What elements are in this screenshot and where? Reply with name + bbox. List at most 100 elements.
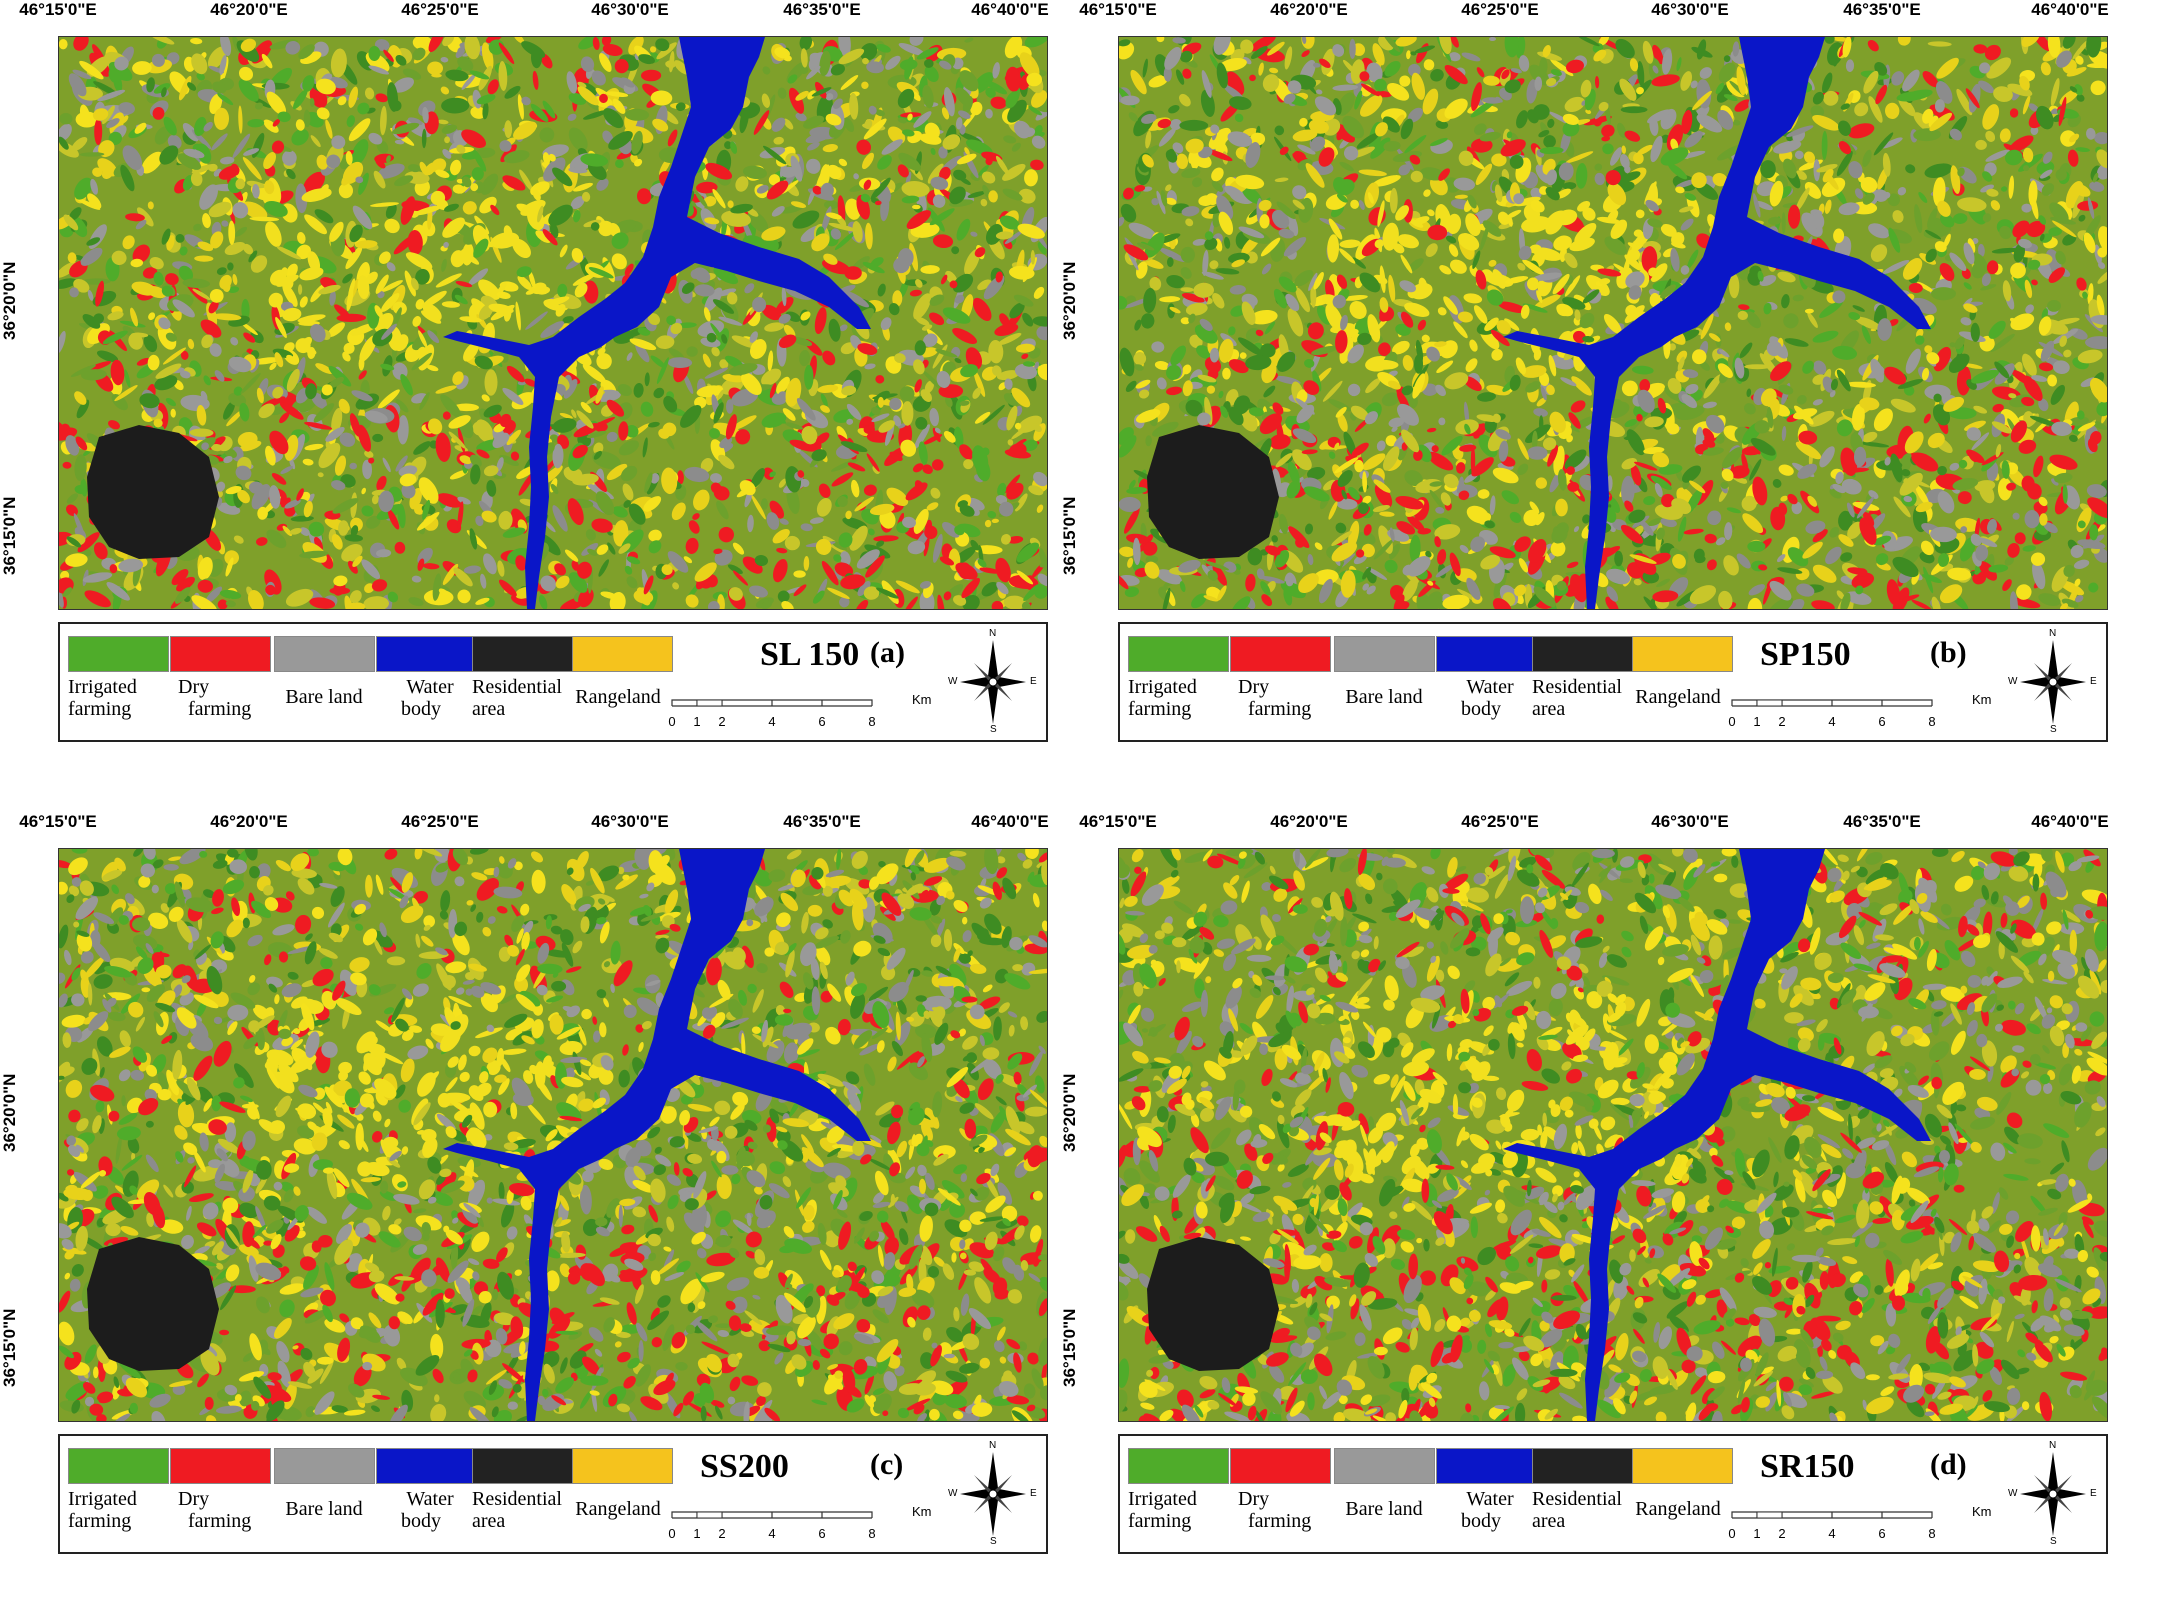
longitude-label: 46°15'0"E [19, 0, 97, 20]
land-cover-patch [1447, 243, 1460, 259]
land-cover-patch [298, 284, 302, 295]
land-cover-patch [625, 351, 633, 361]
land-use-map [1118, 36, 2108, 610]
land-cover-patch [1705, 558, 1719, 572]
land-cover-patch [411, 575, 421, 583]
panel-letter: (a) [870, 636, 905, 670]
land-cover-patch [666, 128, 680, 147]
land-cover-patch [1781, 311, 1801, 331]
land-cover-patch [874, 152, 894, 172]
land-cover-patch [1423, 58, 1435, 71]
land-cover-patch [1792, 294, 1804, 301]
land-cover-patch [1962, 281, 1973, 291]
land-cover-patch [761, 498, 768, 510]
land-cover-patch [901, 180, 930, 198]
land-cover-patch [613, 158, 625, 170]
land-cover-patch [349, 463, 357, 470]
land-cover-patch [984, 520, 991, 528]
land-cover-patch [1002, 134, 1017, 144]
land-cover-patch [636, 188, 651, 205]
land-cover-patch [822, 143, 838, 153]
land-cover-patch [398, 372, 416, 397]
land-cover-patch [59, 330, 68, 354]
land-cover-patch [1180, 287, 1194, 292]
land-cover-patch [357, 369, 368, 381]
land-cover-patch [633, 382, 645, 398]
land-cover-patch [480, 551, 499, 576]
land-cover-patch [1697, 65, 1714, 82]
land-cover-patch [324, 119, 334, 140]
land-cover-patch [120, 233, 137, 251]
land-cover-patch [1831, 344, 1857, 361]
land-cover-patch [192, 223, 203, 233]
land-cover-patch [2008, 310, 2037, 333]
land-cover-patch [1795, 393, 1809, 406]
longitude-label: 46°25'0"E [1461, 0, 1539, 20]
land-cover-patch [817, 482, 833, 500]
land-cover-patch [496, 560, 506, 578]
land-cover-patch [1621, 106, 1648, 113]
land-cover-patch [1489, 347, 1505, 363]
land-cover-patch [1593, 162, 1603, 172]
land-cover-patch [994, 155, 1011, 177]
land-cover-patch [1422, 188, 1433, 199]
land-cover-patch [232, 274, 238, 286]
land-cover-patch [1975, 139, 1988, 150]
land-cover-patch [1678, 70, 1694, 93]
land-cover-patch [1846, 59, 1855, 72]
land-cover-patch [930, 147, 937, 155]
land-cover-patch [747, 515, 755, 533]
land-cover-patch [1218, 390, 1225, 399]
land-cover-patch [427, 61, 443, 74]
longitude-label: 46°20'0"E [1270, 0, 1348, 20]
land-cover-patch [1463, 356, 1480, 374]
land-cover-patch [777, 87, 787, 100]
land-cover-patch [423, 563, 440, 570]
land-cover-patch [2023, 303, 2035, 316]
land-cover-patch [767, 350, 774, 371]
land-cover-patch [1744, 364, 1770, 369]
land-cover-patch [345, 114, 356, 128]
land-cover-patch [1167, 257, 1174, 267]
land-cover-patch [228, 221, 235, 246]
land-cover-patch [1140, 312, 1155, 329]
land-cover-patch [954, 217, 973, 243]
land-cover-patch [648, 421, 661, 428]
land-cover-patch [1913, 128, 1941, 142]
land-cover-patch [850, 479, 861, 498]
land-cover-patch [1780, 293, 1791, 309]
land-cover-patch [1447, 257, 1469, 277]
land-cover-patch [1922, 413, 1932, 425]
land-cover-patch [1489, 495, 1496, 515]
land-cover-patch [2021, 204, 2031, 213]
classification-raster [1119, 37, 2107, 609]
land-cover-patch [999, 532, 1013, 546]
land-cover-patch [563, 548, 580, 564]
land-cover-patch [567, 112, 578, 122]
land-cover-patch [1269, 67, 1279, 74]
land-cover-patch [1800, 539, 1825, 561]
land-cover-patch [164, 396, 177, 408]
land-cover-patch [1133, 351, 1147, 365]
land-cover-patch [1151, 341, 1165, 353]
scale-tick: 6 [818, 714, 825, 729]
scale-tick: 1 [693, 714, 700, 729]
land-cover-patch [1401, 354, 1414, 372]
land-cover-patch [1702, 401, 1717, 410]
land-cover-patch [1724, 522, 1733, 540]
land-cover-patch [1307, 554, 1314, 566]
land-cover-patch [660, 467, 678, 495]
land-cover-patch [147, 201, 154, 210]
land-cover-patch [1614, 551, 1623, 567]
land-cover-patch [463, 564, 481, 574]
longitude-label: 46°40'0"E [971, 0, 1049, 20]
land-cover-patch [1917, 191, 1929, 205]
land-cover-patch [641, 70, 661, 82]
land-cover-patch [1575, 163, 1588, 189]
land-cover-patch [1223, 236, 1231, 249]
land-cover-patch [928, 486, 942, 501]
land-cover-patch [1435, 359, 1455, 375]
land-cover-patch [2014, 532, 2026, 545]
land-cover-patch [220, 219, 229, 227]
longitude-label: 46°40'0"E [2031, 0, 2109, 20]
